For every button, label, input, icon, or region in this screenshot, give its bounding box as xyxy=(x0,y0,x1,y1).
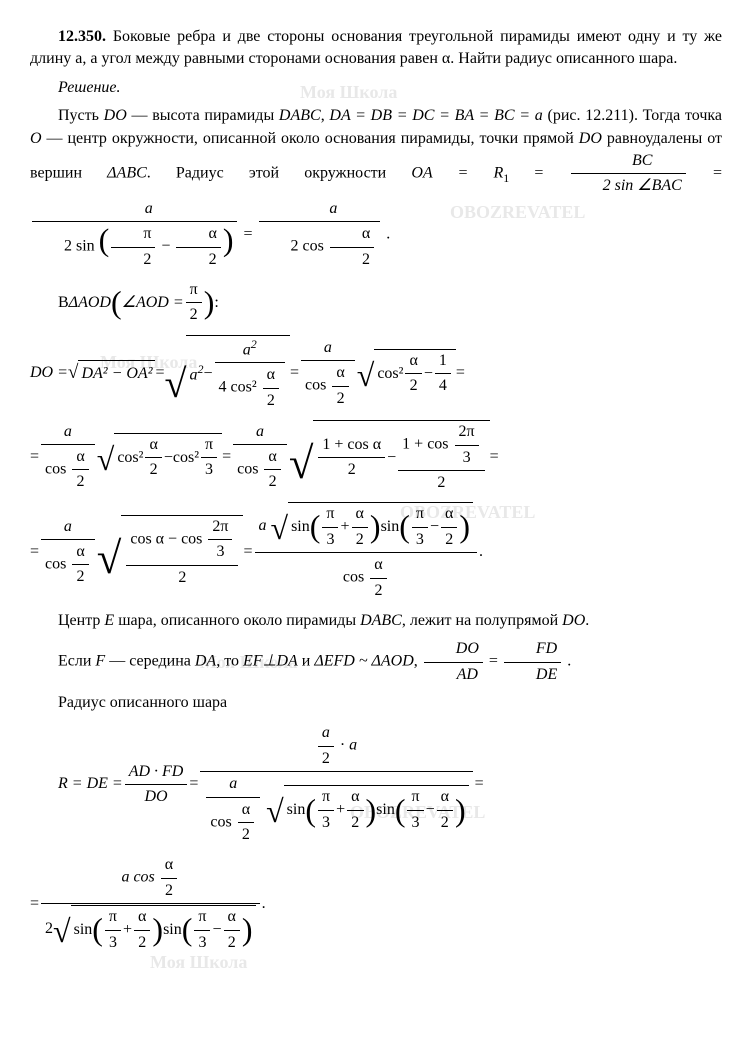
math-line-r2: = a cos α2 2√ sin(π3 + α2) sin(π3 − α2) … xyxy=(30,854,722,954)
frac: a 2 sin (π2 − α2) xyxy=(32,198,237,271)
math-line-do2: = a cos α2 √ cos² α2 − cos² π3 = a cos α… xyxy=(30,420,722,494)
problem-text: Боковые ребра и две стороны основания тр… xyxy=(30,28,722,67)
frac: a 2 cos α2 xyxy=(259,198,381,271)
solution-para6: Радиус описанного шара xyxy=(30,692,722,714)
solution-heading: Решение. xyxy=(30,77,722,99)
problem-statement: 12.350. Боковые ребра и две стороны осно… xyxy=(30,26,722,71)
solution-para5: Если F — середина DA, то EF⊥DA и ΔEFD ~ … xyxy=(30,638,722,686)
solution-para4: Центр E шара, описанного около пирамиды … xyxy=(30,610,722,632)
problem-number: 12.350. xyxy=(58,28,106,45)
math-line-r: R = DE = AD · FD DO = a2 · a a cos α2 √ … xyxy=(58,722,722,846)
solution-para1: Пусть DO — высота пирамиды DABC, DA = DB… xyxy=(30,105,722,271)
frac: BC 2 sin ∠BAC xyxy=(571,150,686,198)
math-line-do: DO = √DA² − OA² = √ a2 − a2 4 cos² α2 = … xyxy=(30,335,722,413)
math-line-aod: В ΔAOD ( ∠AOD = π2 ): xyxy=(30,279,722,327)
math-line-do3: = a cos α2 √ cos α − cos 2π3 2 = a √ sin… xyxy=(30,502,722,602)
